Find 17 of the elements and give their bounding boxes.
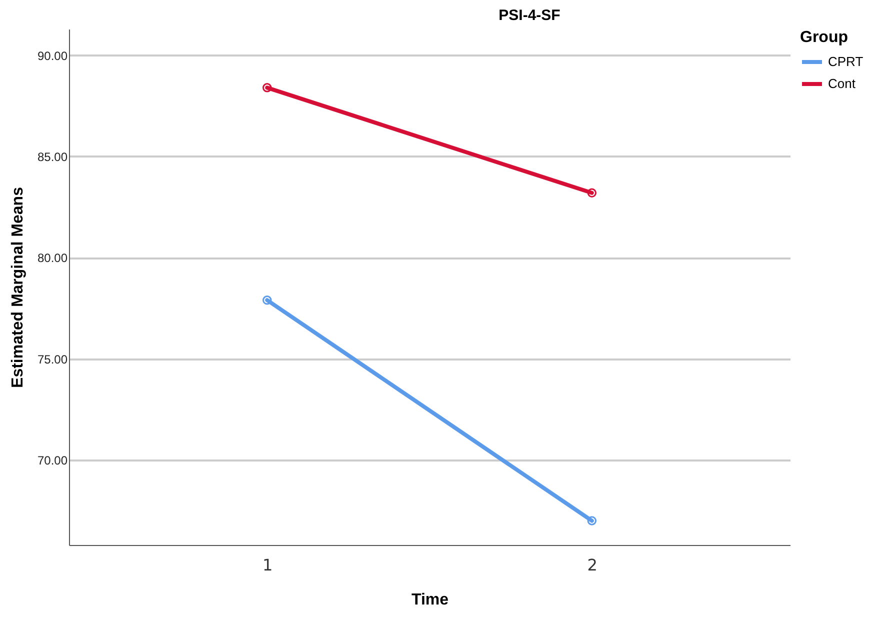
y-tick-label: 80.00 (37, 251, 68, 266)
y-tick-label: 70.00 (37, 454, 68, 468)
y-axis-title: Estimated Marginal Means (9, 186, 26, 388)
chart-title: PSI-4-SF (498, 7, 560, 24)
x-tick-label: 1 (262, 556, 273, 574)
point (262, 83, 272, 92)
x-axis-title: Time (411, 592, 449, 608)
point (587, 516, 597, 526)
point (262, 296, 272, 305)
legend-label: CPRT (828, 54, 864, 69)
x-tick-label: 2 (587, 556, 598, 574)
point (587, 188, 597, 198)
legend-label: Cont (828, 76, 856, 91)
y-tick-label: 75.00 (37, 352, 68, 366)
y-tick-label: 90.00 (37, 48, 68, 63)
legend-title: Group (800, 29, 848, 46)
y-tick-label: 85.00 (37, 150, 68, 164)
